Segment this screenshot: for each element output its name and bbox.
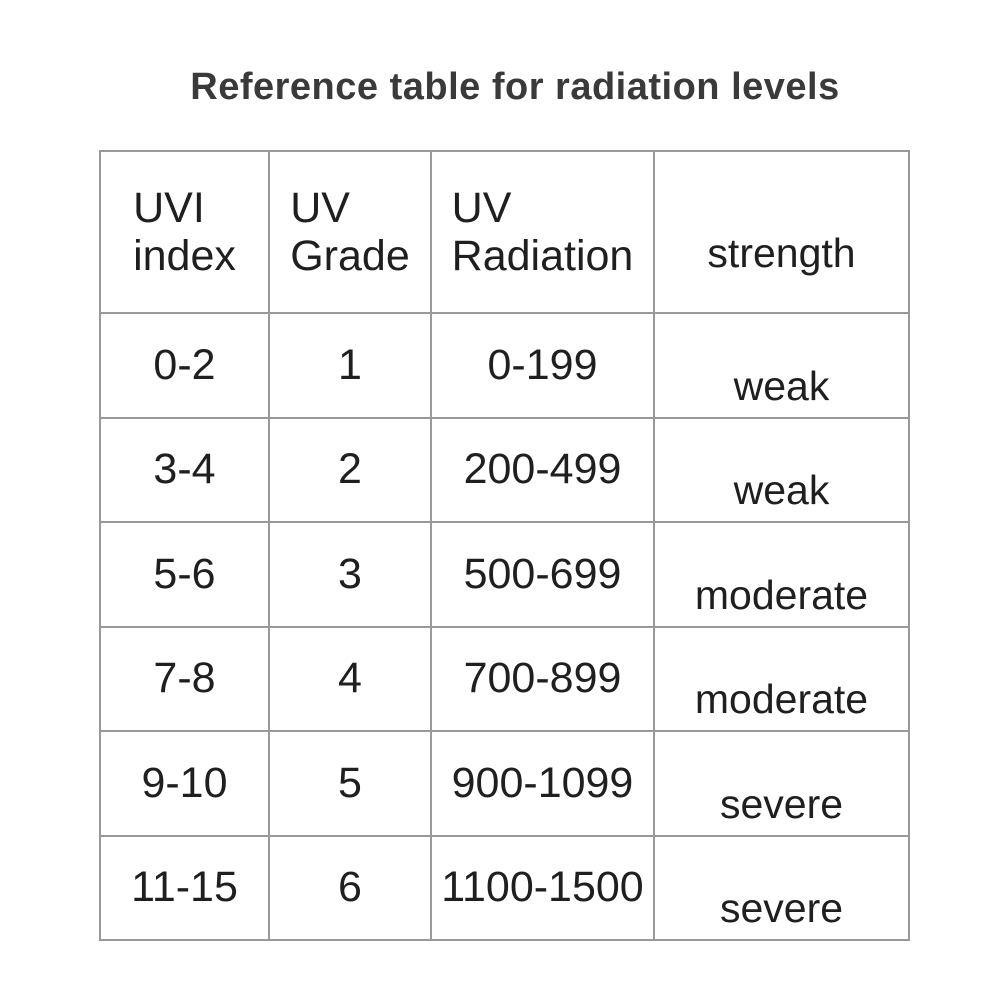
table-cell-grade-row4: 4 xyxy=(270,627,432,732)
table-cell-grade-row1: 1 xyxy=(270,314,432,419)
table-cell-grade-row2: 2 xyxy=(270,418,432,523)
table-cell-uvi-row6: 11-15 xyxy=(101,836,270,941)
table-cell-uvi-row3: 5-6 xyxy=(101,523,270,628)
header-label-strength: strength xyxy=(707,229,856,276)
header-label-uv-grade: UV Grade xyxy=(290,183,410,280)
table-cell-strength-row3: moderate xyxy=(655,523,910,628)
table-cell-uvi-row5: 9-10 xyxy=(101,732,270,837)
cell-value: 3 xyxy=(338,549,362,598)
header-cell-uv-grade: UV Grade xyxy=(270,152,432,314)
table-cell-strength-row4: moderate xyxy=(655,627,910,732)
table-cell-radiation-row3: 500-699 xyxy=(432,523,655,628)
header-label-uvi-index: UVI index xyxy=(133,183,236,280)
table-cell-grade-row3: 3 xyxy=(270,523,432,628)
cell-value: 0-2 xyxy=(153,340,216,389)
cell-value: 5-6 xyxy=(153,549,216,598)
table-cell-strength-row6: severe xyxy=(655,836,910,941)
table-cell-uvi-row4: 7-8 xyxy=(101,627,270,732)
table-cell-radiation-row5: 900-1099 xyxy=(432,732,655,837)
table-cell-radiation-row1: 0-199 xyxy=(432,314,655,419)
cell-value: 4 xyxy=(338,654,362,703)
cell-value: 9-10 xyxy=(141,758,228,807)
page-title: Reference table for radiation levels xyxy=(190,66,840,108)
table-cell-radiation-row4: 700-899 xyxy=(432,627,655,732)
cell-value: 1100-1500 xyxy=(441,863,644,912)
cell-value: 2 xyxy=(338,445,362,494)
cell-value: weak xyxy=(733,362,830,409)
cell-value: 700-899 xyxy=(463,654,622,703)
cell-value: 6 xyxy=(338,863,362,912)
header-cell-uvi-index: UVI index xyxy=(101,152,270,314)
table-cell-grade-row6: 6 xyxy=(270,836,432,941)
cell-value: moderate xyxy=(694,676,869,723)
cell-value: 3-4 xyxy=(153,445,216,494)
cell-value: 0-199 xyxy=(487,340,598,389)
table-cell-grade-row5: 5 xyxy=(270,732,432,837)
header-label-uv-radiation: UV Radiation xyxy=(451,183,634,280)
header-cell-uv-radiation: UV Radiation xyxy=(432,152,655,314)
cell-value: 5 xyxy=(338,758,362,807)
cell-value: 900-1099 xyxy=(451,758,634,807)
table-cell-radiation-row6: 1100-1500 xyxy=(432,836,655,941)
cell-value: 200-499 xyxy=(463,445,622,494)
cell-value: 1 xyxy=(338,340,362,389)
cell-value: 500-699 xyxy=(463,549,622,598)
cell-value: weak xyxy=(733,467,830,514)
table-cell-uvi-row2: 3-4 xyxy=(101,418,270,523)
table-cell-uvi-row1: 0-2 xyxy=(101,314,270,419)
cell-value: severe xyxy=(719,885,844,932)
radiation-levels-table: UVI index UV Grade UV Radiation strength… xyxy=(99,150,910,941)
cell-value: moderate xyxy=(694,571,869,618)
cell-value: 7-8 xyxy=(153,654,216,703)
header-cell-strength: strength xyxy=(655,152,910,314)
cell-value: 11-15 xyxy=(131,863,238,912)
table-cell-strength-row5: severe xyxy=(655,732,910,837)
table-cell-radiation-row2: 200-499 xyxy=(432,418,655,523)
cell-value: severe xyxy=(719,780,844,827)
table-cell-strength-row2: weak xyxy=(655,418,910,523)
table-cell-strength-row1: weak xyxy=(655,314,910,419)
